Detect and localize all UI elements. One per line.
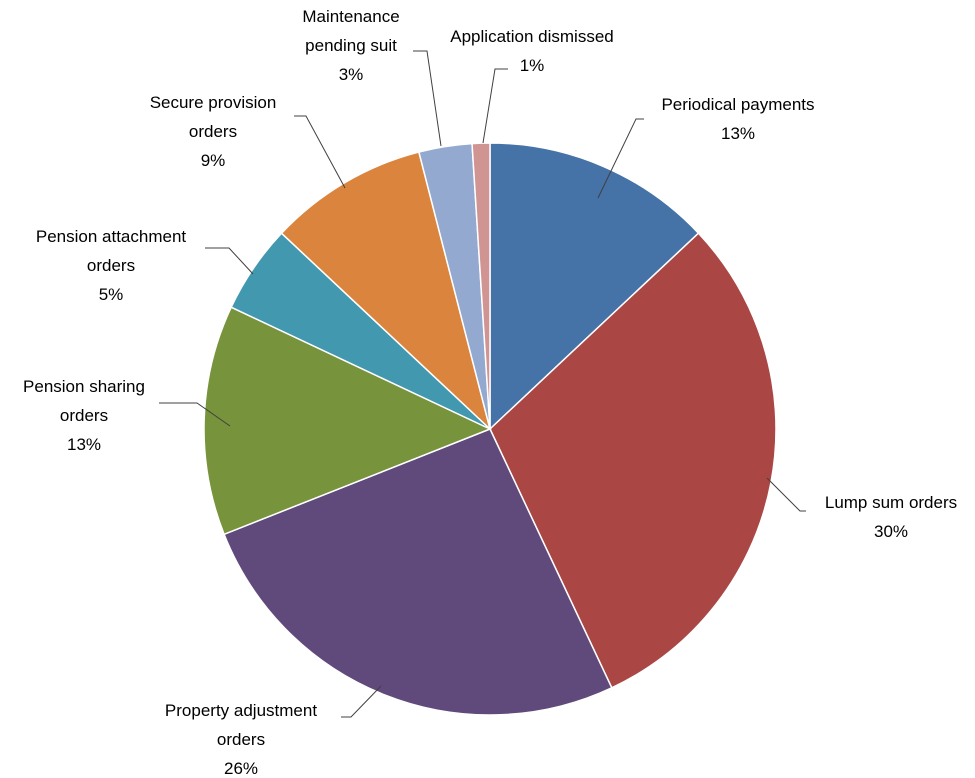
leader-line bbox=[205, 247, 254, 275]
slice-name-label: Lump sum orders bbox=[825, 493, 957, 512]
slice-label: Pension attachment orders 5% bbox=[36, 227, 187, 304]
slice-label: Lump sum orders 30% bbox=[825, 493, 957, 541]
slice-name-label: Secure provision bbox=[150, 93, 277, 112]
slice-percent-label: 3% bbox=[339, 65, 364, 84]
slice-name-label: orders bbox=[217, 730, 265, 749]
slice-name-label: orders bbox=[87, 256, 135, 275]
leader-lines bbox=[159, 50, 806, 718]
slice-name-label: pending suit bbox=[305, 36, 397, 55]
slice-label: Secure provision orders 9% bbox=[150, 93, 277, 170]
leader-line bbox=[159, 402, 231, 427]
leader-line bbox=[597, 118, 644, 199]
pie-slice-lump-sum-orders bbox=[489, 232, 777, 689]
pie-slices bbox=[203, 142, 777, 716]
leader-line bbox=[766, 477, 806, 512]
pie-slice-property-adjustment-orders bbox=[223, 428, 613, 716]
pie-slice-secure-provision-orders bbox=[280, 151, 492, 432]
slice-label: Maintenance pending suit 3% bbox=[302, 7, 399, 84]
pie-slice-periodical-payments bbox=[489, 142, 700, 431]
slice-percent-label: 9% bbox=[201, 151, 226, 170]
slice-name-label: Pension sharing bbox=[23, 377, 145, 396]
slice-name-label: Periodical payments bbox=[661, 95, 814, 114]
slice-percent-label: 5% bbox=[99, 285, 124, 304]
slice-name-label: orders bbox=[189, 122, 237, 141]
slice-name-label: Property adjustment bbox=[165, 701, 317, 720]
pie-slice-pension-sharing-orders bbox=[203, 306, 492, 536]
slice-labels: Periodical payments 13% Lump sum orders 30%… bbox=[23, 7, 957, 778]
leader-line bbox=[294, 115, 346, 189]
slice-label: Application dismissed 1% bbox=[450, 27, 613, 75]
slice-label: Property adjustment orders 26% bbox=[165, 701, 317, 778]
slice-name-label: orders bbox=[60, 406, 108, 425]
slice-percent-label: 30% bbox=[874, 522, 908, 541]
slice-name-label: Maintenance bbox=[302, 7, 399, 26]
leader-line bbox=[341, 685, 382, 718]
pie-slice-application-dismissed bbox=[471, 142, 491, 430]
slice-percent-label: 26% bbox=[224, 759, 258, 778]
slice-label: Pension sharing orders 13% bbox=[23, 377, 145, 454]
slice-name-label: Application dismissed bbox=[450, 27, 613, 46]
leader-line bbox=[482, 68, 508, 144]
slice-percent-label: 1% bbox=[520, 56, 545, 75]
slice-percent-label: 13% bbox=[67, 435, 101, 454]
slice-name-label: Pension attachment bbox=[36, 227, 187, 246]
leader-line bbox=[413, 50, 442, 147]
slice-percent-label: 13% bbox=[721, 124, 755, 143]
slice-label: Periodical payments 13% bbox=[661, 95, 814, 143]
